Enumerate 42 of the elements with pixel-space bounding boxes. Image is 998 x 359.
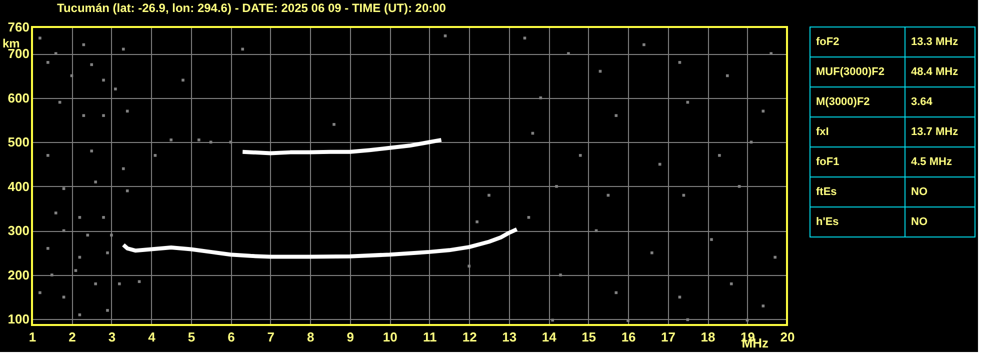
text: 3.64 [911, 96, 934, 108]
y-tick-label: 700 [8, 46, 30, 62]
x-tick-label: 10 [382, 330, 398, 344]
x-tick-label: 17 [661, 330, 676, 344]
x-tick-label: 15 [582, 330, 596, 344]
text: M(3000)F2 [816, 96, 870, 108]
text: NO [911, 216, 928, 228]
x-tick-label: 14 [542, 330, 558, 344]
x-tick-label: 9 [346, 330, 354, 344]
x-tick-label: 18 [700, 330, 716, 344]
x-tick-label: 6 [228, 330, 235, 344]
text: 4.5 MHz [911, 156, 952, 168]
y-tick-label: 760 [8, 20, 30, 34]
y-tick-label: 500 [8, 134, 30, 150]
x-tick-label: 12 [462, 330, 477, 344]
y-tick-label: 300 [8, 223, 30, 238]
text: foF1 [816, 156, 840, 168]
y-tick-label: 400 [8, 178, 30, 194]
x-tick-label: 7 [267, 330, 275, 344]
x-tick-label: 20 [780, 330, 795, 344]
x-tick-label: 1 [28, 330, 36, 344]
x-tick-label: 4 [148, 330, 156, 344]
text: ftEs [816, 186, 837, 198]
text: h'Es [816, 216, 839, 228]
x-tick-label: 5 [188, 330, 196, 344]
text: fxI [816, 126, 829, 138]
chart-title: Tucumán (lat: -26.9, lon: 294.6) - DATE: 2025 06 09 - TIME (UT): 20:00 [57, 1, 446, 15]
text: MUF(3000)F2 [816, 66, 884, 78]
y-tick-label: 200 [8, 267, 30, 282]
text: foF2 [816, 36, 840, 48]
text: NO [911, 186, 928, 198]
x-tick-label: 2 [68, 330, 76, 344]
y-tick-label: 600 [8, 90, 30, 106]
x-tick-label: 13 [502, 330, 517, 344]
x-tick-label: 16 [621, 330, 636, 344]
x-tick-label: 11 [422, 330, 437, 344]
text: 48.4 MHz [911, 66, 959, 78]
text: 13.7 MHz [911, 126, 959, 138]
x-tick-label: 8 [307, 330, 314, 344]
y-tick-label: 100 [8, 312, 30, 327]
text: 13.3 MHz [911, 36, 959, 48]
x-tick-label: 3 [108, 330, 116, 344]
